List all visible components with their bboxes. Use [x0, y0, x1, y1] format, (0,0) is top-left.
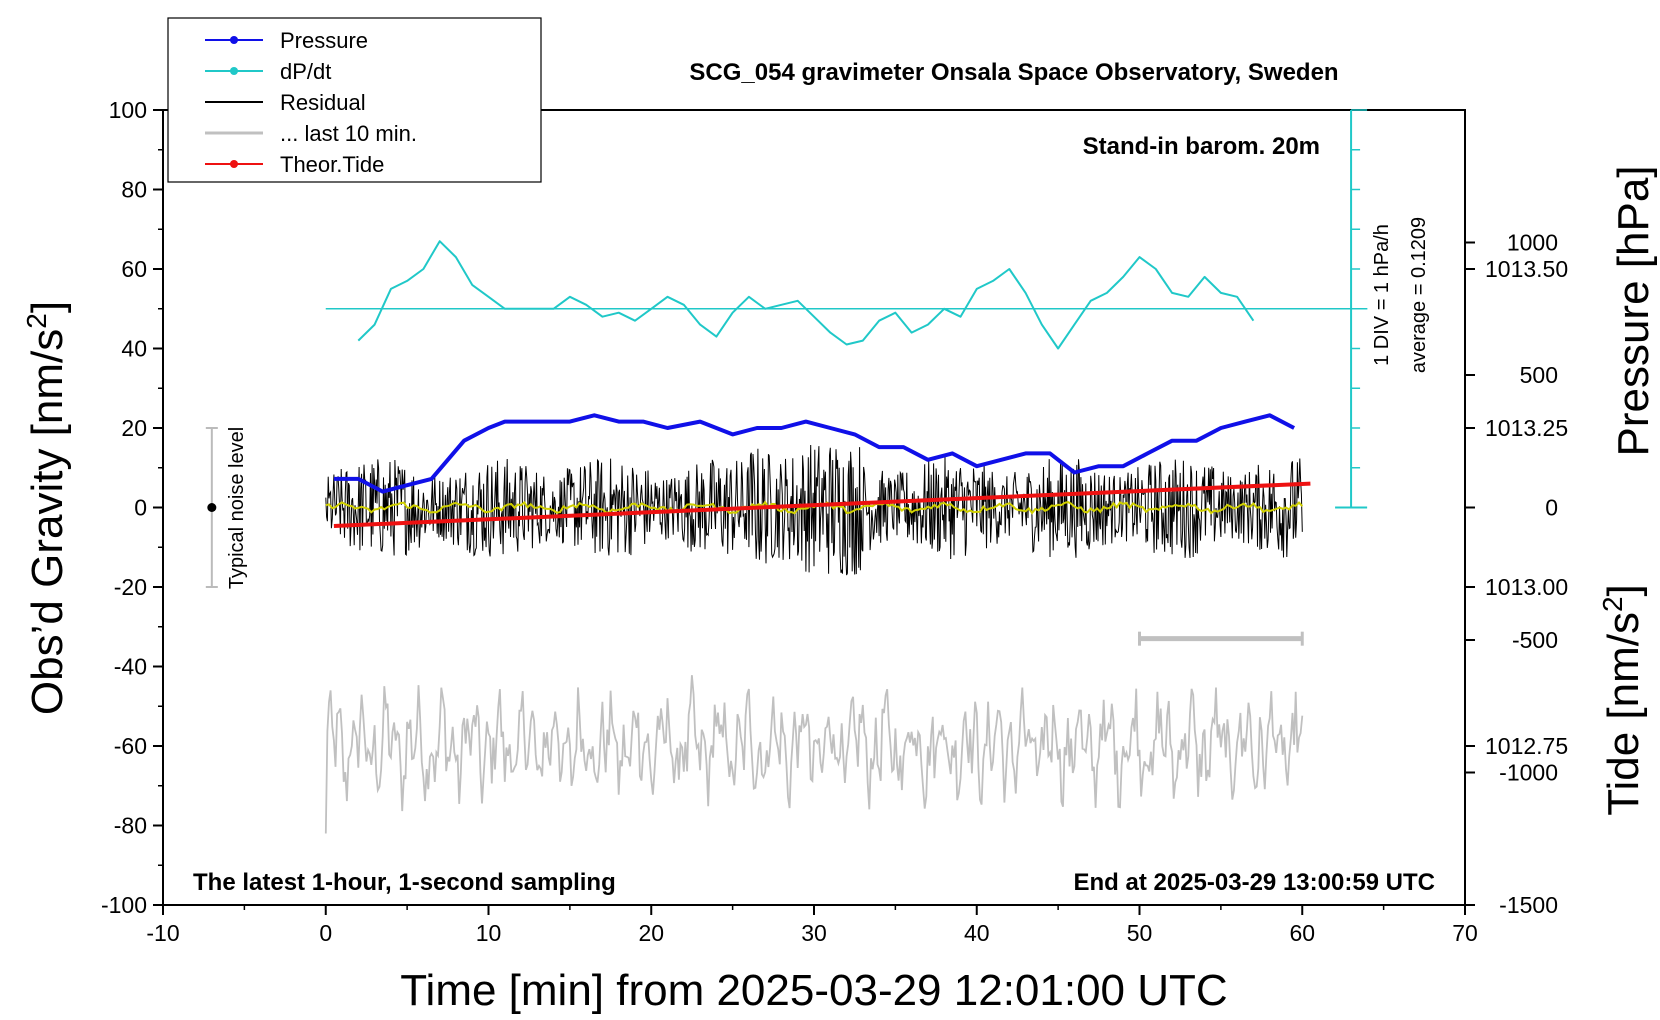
y-tick-label: 40 [121, 336, 147, 362]
y-axis-label-left: Obs’d Gravity [nm/s2] [21, 301, 72, 715]
y-tick-label: -80 [114, 813, 147, 839]
legend-label: dP/dt [280, 59, 331, 84]
barometer-note: Stand-in barom. 20m [1083, 133, 1320, 160]
noise-bar-dot [207, 503, 217, 512]
legend-label: ... last 10 min. [280, 121, 417, 146]
pressure-tick-label: 1013.00 [1485, 574, 1568, 600]
series-last10min [324, 675, 1304, 834]
tide-tick-label: 0 [1545, 495, 1558, 521]
series-residual [325, 444, 1303, 576]
x-tick-label: 10 [476, 920, 502, 946]
legend-label: Residual [280, 90, 366, 115]
x-tick-label: 20 [638, 920, 664, 946]
tide-tick-label: -1500 [1499, 892, 1558, 918]
pressure-tick-label: 1013.25 [1485, 415, 1568, 441]
x-axis-label: Time [min] from 2025-03-29 12:01:00 UTC [400, 966, 1227, 1015]
x-tick-label: 50 [1127, 920, 1153, 946]
y-tick-label: 0 [134, 495, 147, 521]
legend-box [167, 17, 542, 183]
legend-marker [230, 36, 238, 44]
y-tick-label: 20 [121, 415, 147, 441]
y-axis-label-pressure: Pressure [hPa] [1609, 165, 1658, 456]
x-tick-label: 30 [801, 920, 827, 946]
tide-tick-label: -500 [1512, 627, 1558, 653]
x-tick-label: 40 [964, 920, 990, 946]
legend: Pressure dP/dt Residual ... last 10 min. The… [167, 17, 542, 183]
series-dp-dt [357, 240, 1255, 350]
pressure-tick-label: 1013.50 [1485, 256, 1568, 282]
chart-title: SCG_054 gravimeter Onsala Space Observat… [689, 59, 1338, 86]
y-tick-label: 80 [121, 177, 147, 203]
tide-tick-label: 1000 [1507, 230, 1558, 256]
noise-label: Typical noise level [226, 427, 248, 589]
y-tick-label: -40 [114, 654, 147, 680]
x-tick-label: 60 [1289, 920, 1315, 946]
div-scale-note: 1 DIV = 1 hPa/h [1371, 224, 1393, 366]
x-tick-label: -10 [146, 920, 179, 946]
pressure-tick-label: 1012.75 [1485, 733, 1568, 759]
series-pressure [333, 413, 1296, 494]
legend-label: Pressure [280, 28, 368, 53]
average-note: average = 0.1209 [1408, 217, 1430, 373]
x-tick-label: 70 [1452, 920, 1478, 946]
y-tick-label: -20 [114, 574, 147, 600]
x-tick-label: 0 [319, 920, 332, 946]
y-tick-label: -100 [101, 892, 147, 918]
y-axis-label-tide: Tide [nm/s2] [1597, 584, 1648, 816]
series-residual-smoothed [325, 500, 1304, 515]
y-tick-label: 60 [121, 256, 147, 282]
bottom-right-note: End at 2025-03-29 13:00:59 UTC [1074, 869, 1436, 896]
y-tick-label: -60 [114, 733, 147, 759]
legend-label: Theor.Tide [280, 152, 384, 177]
legend-marker [230, 160, 238, 168]
y-tick-label: 100 [109, 97, 147, 123]
tide-tick-label: 500 [1520, 362, 1558, 388]
series-theor-tide [333, 481, 1311, 528]
legend-marker [230, 67, 238, 75]
tide-tick-label: -1000 [1499, 760, 1558, 786]
bottom-left-note: The latest 1-hour, 1-second sampling [193, 869, 616, 896]
